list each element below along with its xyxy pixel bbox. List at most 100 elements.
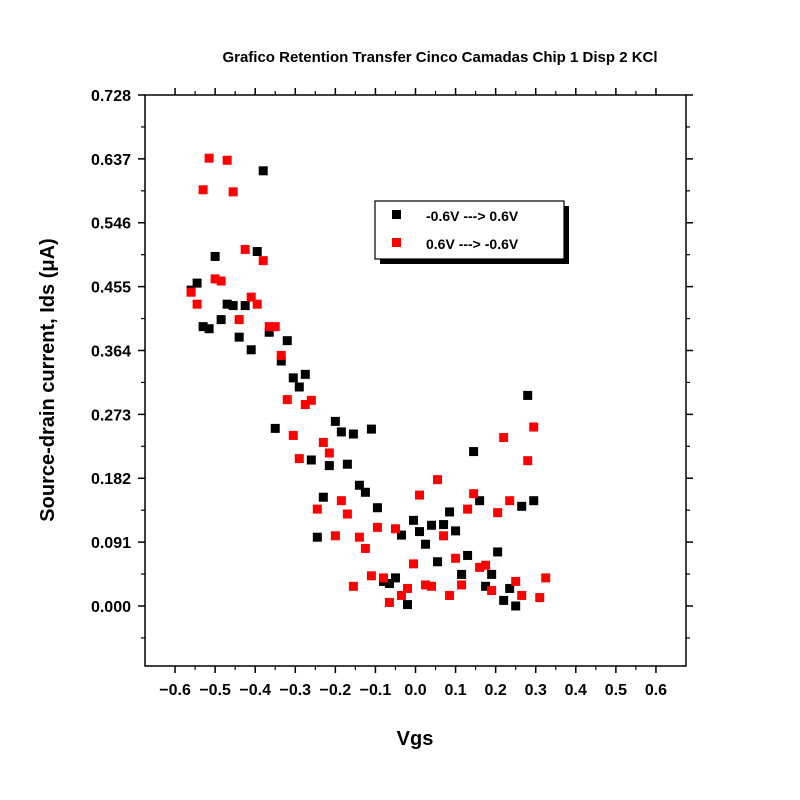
point-forward-sweep bbox=[402, 600, 412, 610]
point-forward-sweep bbox=[342, 459, 352, 469]
point-forward-sweep bbox=[396, 530, 406, 540]
point-forward-sweep bbox=[481, 581, 491, 591]
legend: -0.6V ---> 0.6V 0.6V ---> -0.6V bbox=[374, 200, 569, 264]
legend-marker-forward-sweep bbox=[392, 210, 401, 219]
point-forward-sweep bbox=[475, 496, 485, 506]
point-forward-sweep bbox=[252, 247, 262, 257]
point-forward-sweep bbox=[270, 423, 280, 433]
point-reverse-sweep bbox=[451, 553, 461, 563]
point-reverse-sweep bbox=[396, 590, 406, 600]
point-reverse-sweep bbox=[439, 531, 449, 541]
point-forward-sweep bbox=[439, 520, 449, 530]
series-forward-sweep bbox=[186, 166, 539, 611]
point-reverse-sweep bbox=[378, 573, 388, 583]
point-reverse-sweep bbox=[216, 276, 226, 286]
point-reverse-sweep bbox=[445, 590, 455, 600]
point-reverse-sweep bbox=[330, 531, 340, 541]
point-reverse-sweep bbox=[300, 400, 310, 410]
x-tick-label: 0.0 bbox=[404, 682, 426, 699]
x-tick-label: −0.3 bbox=[279, 682, 311, 699]
y-axis-label: Source-drain current, Ids (μA) bbox=[37, 238, 59, 521]
point-reverse-sweep bbox=[372, 522, 382, 532]
point-reverse-sweep bbox=[390, 524, 400, 534]
point-forward-sweep bbox=[505, 583, 515, 593]
y-tick-label: 0.273 bbox=[91, 407, 131, 424]
point-forward-sweep bbox=[415, 527, 425, 537]
point-reverse-sweep bbox=[505, 496, 515, 506]
point-reverse-sweep bbox=[469, 489, 479, 499]
point-forward-sweep bbox=[210, 251, 220, 261]
x-tick-label: −0.2 bbox=[320, 682, 352, 699]
point-reverse-sweep bbox=[463, 504, 473, 514]
point-forward-sweep bbox=[306, 455, 316, 465]
point-reverse-sweep bbox=[421, 580, 431, 590]
point-forward-sweep bbox=[433, 557, 443, 567]
point-reverse-sweep bbox=[270, 322, 280, 332]
point-forward-sweep bbox=[427, 520, 437, 530]
point-reverse-sweep bbox=[336, 496, 346, 506]
point-forward-sweep bbox=[463, 550, 473, 560]
point-reverse-sweep bbox=[457, 580, 467, 590]
point-reverse-sweep bbox=[258, 256, 268, 266]
point-reverse-sweep bbox=[487, 586, 497, 596]
point-forward-sweep bbox=[372, 503, 382, 513]
point-reverse-sweep bbox=[354, 532, 364, 542]
point-reverse-sweep bbox=[523, 456, 533, 466]
point-forward-sweep bbox=[529, 496, 539, 506]
point-forward-sweep bbox=[457, 569, 467, 579]
x-tick-label: 0.6 bbox=[645, 682, 667, 699]
point-reverse-sweep bbox=[384, 597, 394, 607]
x-tick-label: 0.2 bbox=[485, 682, 507, 699]
point-forward-sweep bbox=[445, 507, 455, 517]
point-reverse-sweep bbox=[342, 509, 352, 519]
point-forward-sweep bbox=[312, 532, 322, 542]
x-tick-label: 0.4 bbox=[565, 682, 587, 699]
point-forward-sweep bbox=[451, 526, 461, 536]
point-forward-sweep bbox=[493, 547, 503, 557]
point-reverse-sweep bbox=[294, 454, 304, 464]
point-reverse-sweep bbox=[348, 581, 358, 591]
y-tick-label: 0.455 bbox=[91, 280, 131, 297]
point-forward-sweep bbox=[348, 429, 358, 439]
point-reverse-sweep bbox=[324, 448, 334, 458]
y-tick-label: 0.364 bbox=[91, 343, 131, 360]
x-tick-label: 0.1 bbox=[444, 682, 466, 699]
x-tick-label: −0.4 bbox=[239, 682, 271, 699]
y-tick-label: 0.546 bbox=[91, 216, 131, 233]
point-forward-sweep bbox=[336, 427, 346, 437]
point-reverse-sweep bbox=[192, 299, 202, 309]
point-forward-sweep bbox=[234, 332, 244, 342]
point-forward-sweep bbox=[523, 390, 533, 400]
point-reverse-sweep bbox=[234, 315, 244, 325]
point-reverse-sweep bbox=[541, 573, 551, 583]
point-reverse-sweep bbox=[198, 185, 208, 195]
point-reverse-sweep bbox=[360, 543, 370, 553]
point-reverse-sweep bbox=[535, 593, 545, 603]
point-reverse-sweep bbox=[288, 430, 298, 440]
y-tick-label: 0.182 bbox=[91, 471, 131, 488]
point-forward-sweep bbox=[240, 301, 250, 311]
point-forward-sweep bbox=[246, 345, 256, 355]
point-forward-sweep bbox=[198, 322, 208, 332]
point-forward-sweep bbox=[276, 356, 286, 366]
x-tick-label: 0.5 bbox=[605, 682, 627, 699]
point-forward-sweep bbox=[517, 501, 527, 511]
point-reverse-sweep bbox=[415, 490, 425, 500]
x-axis-label: Vgs bbox=[397, 728, 434, 750]
point-reverse-sweep bbox=[366, 571, 376, 581]
point-forward-sweep bbox=[469, 447, 479, 457]
y-tick-label: 0.637 bbox=[91, 152, 131, 169]
point-reverse-sweep bbox=[433, 475, 443, 485]
point-reverse-sweep bbox=[493, 508, 503, 518]
point-forward-sweep bbox=[499, 595, 509, 605]
point-forward-sweep bbox=[330, 416, 340, 426]
point-reverse-sweep bbox=[252, 299, 262, 309]
point-forward-sweep bbox=[421, 539, 431, 549]
legend-marker-reverse-sweep bbox=[392, 238, 401, 247]
point-reverse-sweep bbox=[312, 504, 322, 514]
x-tick-label: −0.1 bbox=[360, 682, 392, 699]
point-reverse-sweep bbox=[204, 153, 214, 163]
point-forward-sweep bbox=[216, 315, 226, 325]
point-reverse-sweep bbox=[408, 559, 418, 569]
